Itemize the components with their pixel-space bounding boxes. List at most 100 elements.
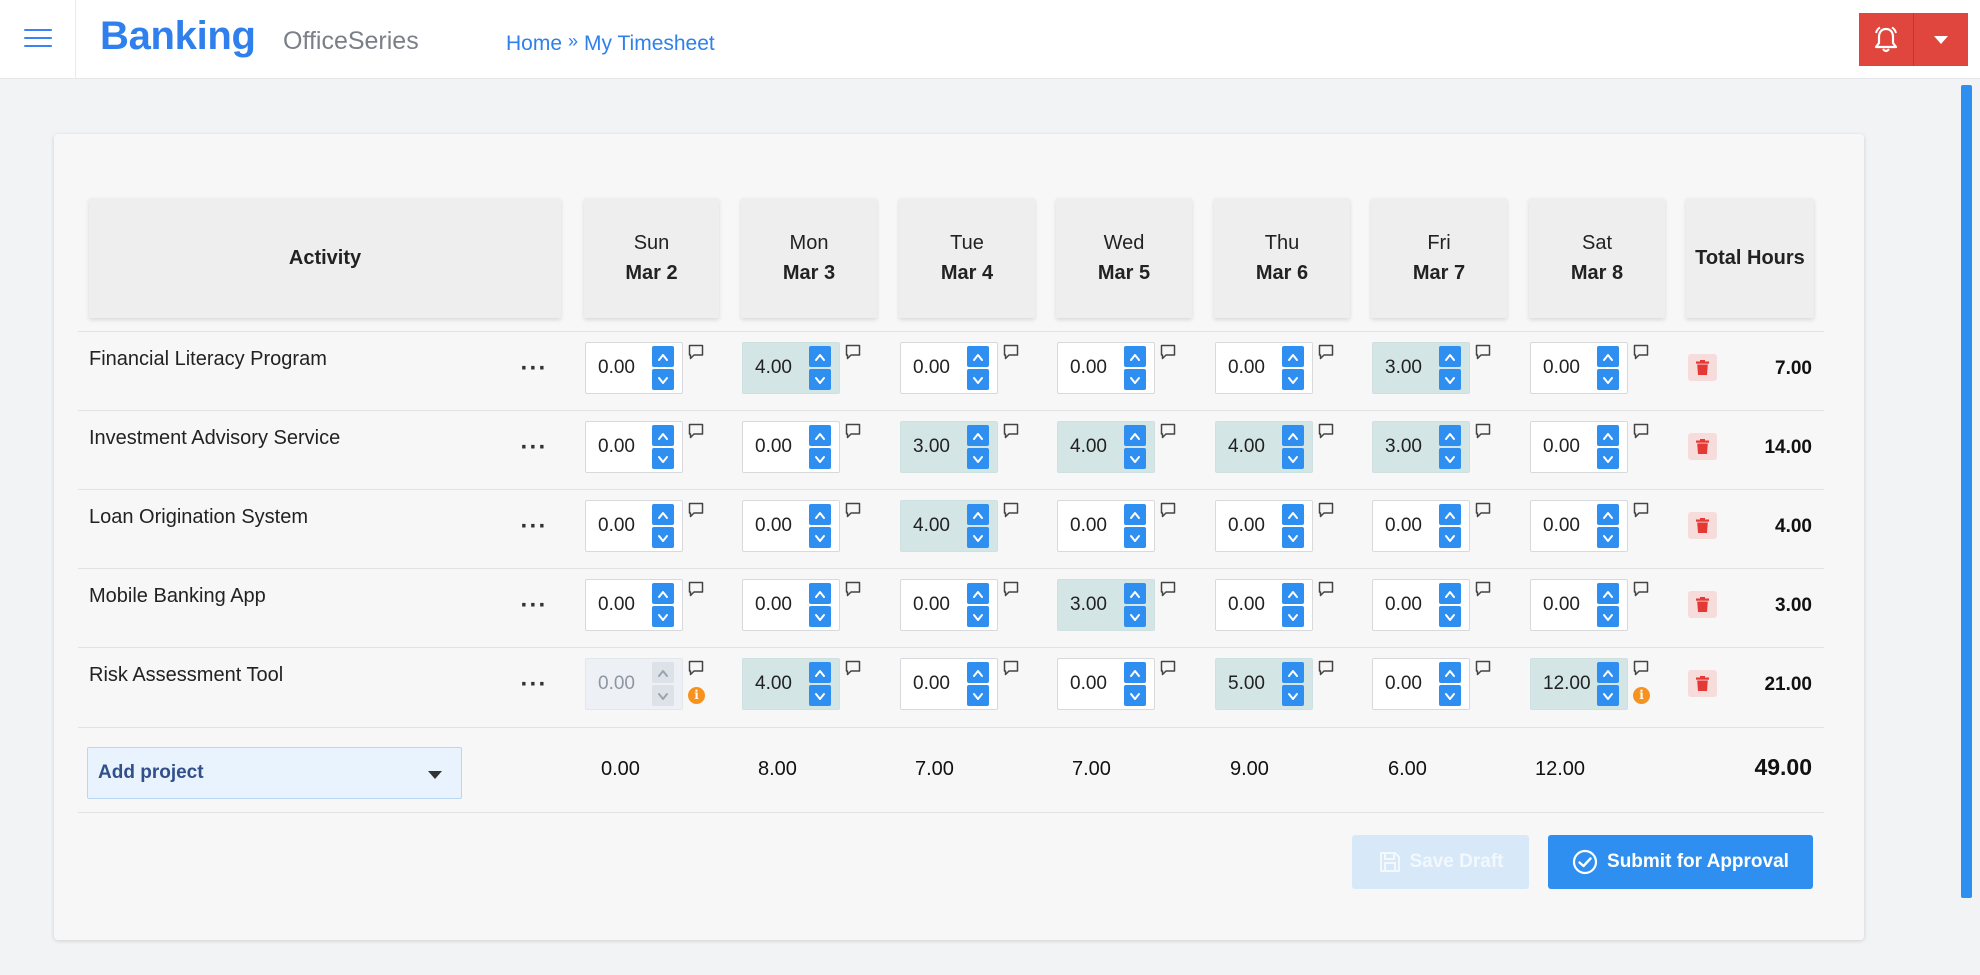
chevron-down-icon[interactable] <box>1124 369 1146 390</box>
notification-button[interactable] <box>1859 13 1914 66</box>
ellipsis-icon[interactable]: ··· <box>520 513 548 540</box>
hours-input-wed[interactable]: 0.00 <box>1057 658 1155 710</box>
comment-icon[interactable] <box>1632 343 1650 361</box>
trash-icon[interactable] <box>1688 670 1717 697</box>
chevron-up-icon[interactable] <box>1597 662 1619 683</box>
comment-icon[interactable] <box>1474 422 1492 440</box>
comment-icon[interactable] <box>1474 580 1492 598</box>
chevron-down-icon[interactable] <box>1597 369 1619 390</box>
comment-icon[interactable] <box>687 422 705 440</box>
hours-input-fri[interactable]: 0.00 <box>1372 579 1470 631</box>
chevron-down-icon[interactable] <box>1439 685 1461 706</box>
chevron-up-icon[interactable] <box>1597 346 1619 367</box>
comment-icon[interactable] <box>1159 580 1177 598</box>
hours-input-sun[interactable]: 0.00 <box>585 500 683 552</box>
chevron-up-icon[interactable] <box>652 425 674 446</box>
comment-icon[interactable] <box>1317 501 1335 519</box>
chevron-down-icon[interactable] <box>967 448 989 469</box>
comment-icon[interactable] <box>687 501 705 519</box>
comment-icon[interactable] <box>1159 501 1177 519</box>
chevron-down-icon[interactable] <box>652 606 674 627</box>
menu-icon[interactable] <box>0 0 76 79</box>
chevron-up-icon[interactable] <box>1439 583 1461 604</box>
comment-icon[interactable] <box>844 659 862 677</box>
hours-input-sun[interactable]: 0.00 <box>585 421 683 473</box>
comment-icon[interactable] <box>1317 343 1335 361</box>
chevron-up-icon[interactable] <box>809 504 831 525</box>
comment-icon[interactable] <box>1317 659 1335 677</box>
chevron-up-icon[interactable] <box>1282 583 1304 604</box>
hours-input-sun[interactable]: 0.00 <box>585 658 683 710</box>
chevron-down-icon[interactable] <box>1439 527 1461 548</box>
chevron-up-icon[interactable] <box>1124 662 1146 683</box>
comment-icon[interactable] <box>844 343 862 361</box>
trash-icon[interactable] <box>1688 591 1717 618</box>
chevron-up-icon[interactable] <box>809 425 831 446</box>
hours-input-tue[interactable]: 3.00 <box>900 421 998 473</box>
hours-input-thu[interactable]: 5.00 <box>1215 658 1313 710</box>
comment-icon[interactable] <box>1474 659 1492 677</box>
chevron-down-icon[interactable] <box>1124 606 1146 627</box>
submit-for-approval-button[interactable]: Submit for Approval <box>1548 835 1813 889</box>
comment-icon[interactable] <box>687 343 705 361</box>
hours-input-sat[interactable]: 0.00 <box>1530 342 1628 394</box>
comment-icon[interactable] <box>687 580 705 598</box>
save-draft-button[interactable]: Save Draft <box>1352 835 1529 889</box>
chevron-up-icon[interactable] <box>1124 504 1146 525</box>
comment-icon[interactable] <box>1002 580 1020 598</box>
ellipsis-icon[interactable]: ··· <box>520 434 548 461</box>
comment-icon[interactable] <box>687 659 705 677</box>
hours-input-sat[interactable]: 0.00 <box>1530 579 1628 631</box>
chevron-up-icon[interactable] <box>1282 346 1304 367</box>
hours-input-fri[interactable]: 3.00 <box>1372 421 1470 473</box>
chevron-up-icon[interactable] <box>1124 425 1146 446</box>
chevron-down-icon[interactable] <box>1439 369 1461 390</box>
hours-input-wed[interactable]: 0.00 <box>1057 500 1155 552</box>
chevron-down-icon[interactable] <box>1282 527 1304 548</box>
hours-input-sat[interactable]: 12.00 <box>1530 658 1628 710</box>
hours-input-wed[interactable]: 4.00 <box>1057 421 1155 473</box>
comment-icon[interactable] <box>1159 422 1177 440</box>
hours-input-wed[interactable]: 3.00 <box>1057 579 1155 631</box>
comment-icon[interactable] <box>1317 580 1335 598</box>
comment-icon[interactable] <box>1474 501 1492 519</box>
hours-input-mon[interactable]: 0.00 <box>742 421 840 473</box>
comment-icon[interactable] <box>1317 422 1335 440</box>
chevron-up-icon[interactable] <box>967 425 989 446</box>
breadcrumb-current-link[interactable]: My Timesheet <box>584 32 715 55</box>
hours-input-thu[interactable]: 0.00 <box>1215 500 1313 552</box>
chevron-up-icon[interactable] <box>652 504 674 525</box>
trash-icon[interactable] <box>1688 433 1717 460</box>
hours-input-thu[interactable]: 0.00 <box>1215 579 1313 631</box>
hours-input-mon[interactable]: 4.00 <box>742 658 840 710</box>
comment-icon[interactable] <box>1002 422 1020 440</box>
ellipsis-icon[interactable]: ··· <box>520 592 548 619</box>
comment-icon[interactable] <box>1002 343 1020 361</box>
chevron-down-icon[interactable] <box>652 369 674 390</box>
ellipsis-icon[interactable]: ··· <box>520 671 548 698</box>
info-icon[interactable]: i <box>1633 687 1650 704</box>
chevron-down-icon[interactable] <box>1124 448 1146 469</box>
chevron-down-icon[interactable] <box>967 606 989 627</box>
chevron-up-icon[interactable] <box>967 346 989 367</box>
hours-input-sun[interactable]: 0.00 <box>585 579 683 631</box>
user-dropdown-button[interactable] <box>1914 13 1968 66</box>
chevron-up-icon[interactable] <box>652 583 674 604</box>
ellipsis-icon[interactable]: ··· <box>520 355 548 382</box>
chevron-down-icon[interactable] <box>967 369 989 390</box>
chevron-down-icon[interactable] <box>1282 369 1304 390</box>
chevron-up-icon[interactable] <box>1282 425 1304 446</box>
chevron-down-icon[interactable] <box>1439 606 1461 627</box>
chevron-up-icon[interactable] <box>809 346 831 367</box>
hours-input-tue[interactable]: 0.00 <box>900 579 998 631</box>
chevron-up-icon[interactable] <box>1282 504 1304 525</box>
chevron-down-icon[interactable] <box>652 448 674 469</box>
chevron-down-icon[interactable] <box>652 527 674 548</box>
chevron-down-icon[interactable] <box>1124 685 1146 706</box>
chevron-down-icon[interactable] <box>809 685 831 706</box>
comment-icon[interactable] <box>1159 659 1177 677</box>
comment-icon[interactable] <box>1632 501 1650 519</box>
comment-icon[interactable] <box>1632 659 1650 677</box>
chevron-down-icon[interactable] <box>967 685 989 706</box>
hours-input-thu[interactable]: 4.00 <box>1215 421 1313 473</box>
